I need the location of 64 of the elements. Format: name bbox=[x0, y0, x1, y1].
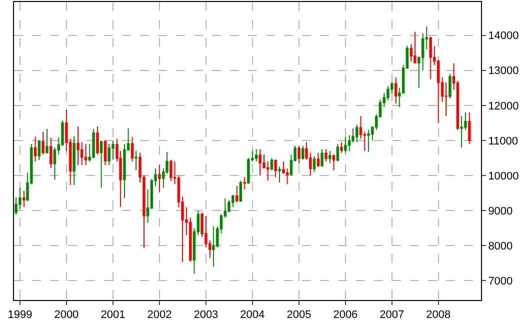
candlestick bbox=[243, 176, 246, 190]
candlestick bbox=[100, 140, 103, 188]
x-tick-label: 1999 bbox=[8, 309, 32, 322]
y-tick-label: 11000 bbox=[488, 135, 518, 148]
x-tick-label: 2005 bbox=[286, 309, 312, 322]
candlestick bbox=[336, 143, 340, 162]
candlestick bbox=[258, 148, 262, 176]
candlestick bbox=[468, 112, 471, 144]
y-tick-label: 13000 bbox=[488, 65, 519, 78]
y-tick-label: 10000 bbox=[488, 170, 519, 182]
candlestick bbox=[367, 129, 370, 152]
candlestick bbox=[134, 150, 138, 171]
candlestick bbox=[274, 159, 277, 178]
x-tick-label: 2007 bbox=[380, 309, 404, 322]
candlestick bbox=[448, 73, 452, 99]
x-tick-label: 2001 bbox=[100, 309, 126, 322]
x-tick-label: 2008 bbox=[426, 309, 451, 322]
candlestick bbox=[312, 156, 316, 173]
candlestick bbox=[130, 136, 134, 162]
candlestick bbox=[96, 126, 99, 156]
x-tick-label: 2004 bbox=[240, 309, 265, 322]
y-tick-label: 9000 bbox=[488, 205, 513, 218]
candlestick bbox=[92, 128, 95, 159]
candlestick bbox=[170, 159, 172, 182]
candlestick bbox=[302, 145, 304, 160]
candlestick bbox=[104, 140, 107, 166]
candlestick bbox=[34, 136, 37, 162]
y-tick-label: 8000 bbox=[488, 240, 513, 253]
candlestick bbox=[50, 137, 52, 169]
candlestick bbox=[72, 136, 76, 186]
candlestick bbox=[316, 152, 320, 168]
candlestick bbox=[76, 126, 80, 166]
y-tick-label: 12000 bbox=[488, 100, 519, 112]
candlestick bbox=[344, 136, 347, 154]
candlestick bbox=[429, 36, 432, 80]
candlestick bbox=[298, 145, 300, 164]
x-tick-label: 2002 bbox=[147, 309, 172, 322]
candlestick bbox=[212, 226, 215, 268]
candlestick bbox=[236, 186, 238, 202]
candlestick bbox=[254, 148, 258, 162]
candlestick bbox=[328, 150, 332, 164]
x-tick-label: 2003 bbox=[194, 309, 218, 322]
candlestick bbox=[158, 164, 161, 193]
y-tick-label: 14000 bbox=[488, 30, 519, 42]
candlestick bbox=[38, 140, 41, 161]
candlestick bbox=[108, 143, 110, 166]
candlestick bbox=[239, 180, 242, 202]
candlestick bbox=[278, 166, 281, 184]
y-tick-label: 7000 bbox=[488, 276, 513, 288]
candlestick bbox=[460, 115, 463, 148]
candlestick bbox=[324, 148, 328, 162]
candlestick bbox=[414, 31, 416, 64]
candlestick bbox=[84, 143, 88, 166]
candlestick bbox=[332, 154, 336, 171]
candlestick bbox=[42, 131, 44, 156]
candlestick bbox=[46, 128, 48, 154]
candlestick bbox=[394, 76, 398, 104]
candlestick bbox=[320, 148, 324, 168]
x-tick-label: 2000 bbox=[54, 309, 79, 322]
candlestick bbox=[22, 190, 26, 208]
x-tick-label: 2006 bbox=[333, 309, 358, 322]
candlestick bbox=[356, 124, 358, 143]
candlestick bbox=[340, 142, 343, 154]
candlestick bbox=[270, 158, 274, 171]
